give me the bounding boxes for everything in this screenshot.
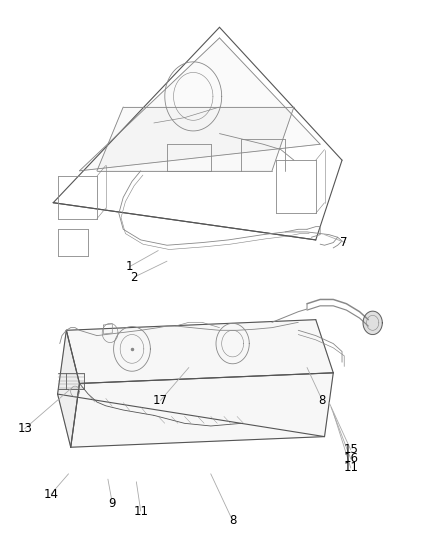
Text: 2: 2 bbox=[130, 271, 138, 284]
Text: 1: 1 bbox=[126, 260, 133, 273]
Text: 7: 7 bbox=[340, 236, 347, 249]
Text: 8: 8 bbox=[229, 514, 236, 527]
Text: 11: 11 bbox=[343, 462, 357, 474]
Text: 14: 14 bbox=[43, 488, 58, 500]
Polygon shape bbox=[362, 311, 381, 335]
Polygon shape bbox=[71, 373, 332, 447]
Text: 11: 11 bbox=[133, 505, 148, 518]
Polygon shape bbox=[97, 107, 293, 171]
Text: 13: 13 bbox=[17, 422, 32, 435]
Polygon shape bbox=[79, 38, 319, 171]
Text: 15: 15 bbox=[343, 443, 357, 456]
Text: 9: 9 bbox=[108, 497, 116, 510]
Text: 17: 17 bbox=[152, 394, 168, 407]
Text: 16: 16 bbox=[343, 453, 357, 465]
Polygon shape bbox=[66, 320, 332, 383]
Polygon shape bbox=[57, 330, 79, 447]
Text: 8: 8 bbox=[318, 394, 325, 407]
